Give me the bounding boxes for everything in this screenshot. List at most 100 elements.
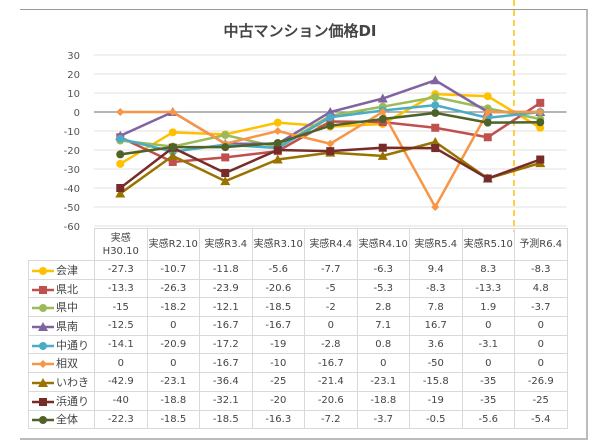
data-point (272, 154, 283, 164)
data-label: -13.3 (94, 278, 148, 299)
data-point (483, 108, 492, 116)
legend-entry: 浜通り (28, 390, 95, 411)
y-tick-label: 0 (74, 108, 80, 119)
data-label: -16.3 (251, 409, 305, 430)
data-label: -0.5 (409, 409, 463, 430)
y-tick-label: -40 (64, 184, 80, 195)
data-label: 3.6 (409, 334, 463, 355)
data-label: -7.2 (304, 409, 358, 430)
table-row: 県中 -15 -18.2 -12.1 -18.5 -2 2.8 7.8 1.9 -3.7 (28, 297, 568, 318)
data-point (116, 108, 125, 116)
data-label: 16.7 (409, 316, 463, 336)
data-label: -22.3 (94, 409, 148, 430)
data-label: -40 (94, 390, 148, 411)
data-point (221, 168, 230, 177)
data-point (378, 108, 387, 116)
data-label: -18.5 (146, 409, 200, 430)
series-name: 中通り (56, 338, 89, 352)
data-label: -10.7 (146, 260, 200, 280)
x-tick-label: 実感 H30.10 (94, 228, 148, 261)
table-row: 全体 -22.3 -18.5 -18.5 -16.3 -7.2 -3.7 -0.5 -5.6 -5… (28, 409, 568, 430)
y-tick-label: -30 (64, 165, 80, 176)
data-point (431, 108, 440, 117)
series-name: 相双 (56, 357, 78, 371)
data-point (220, 176, 231, 186)
x-tick-label: 実感R3.10 (251, 228, 305, 261)
legend-entry: 県中 (28, 297, 95, 318)
y-tick-label: 20 (67, 70, 80, 81)
data-label: -20 (251, 390, 305, 411)
data-point (115, 188, 126, 198)
data-point (273, 118, 282, 127)
data-point (483, 118, 492, 127)
data-label: -11.8 (199, 260, 253, 280)
data-point (431, 203, 440, 211)
legend-marker-icon (32, 341, 54, 350)
data-point (536, 123, 545, 132)
data-point (116, 184, 125, 192)
data-label: -18.8 (356, 390, 410, 411)
y-tick-label: -10 (64, 127, 80, 138)
data-point (536, 155, 545, 164)
legend-entry: いわき (28, 372, 95, 392)
data-point (536, 98, 545, 107)
data-point (326, 139, 335, 148)
data-point (431, 123, 440, 132)
legend-marker-icon (32, 397, 54, 406)
data-point (431, 144, 440, 153)
data-point (116, 134, 125, 143)
data-label: -26.9 (514, 372, 568, 392)
data-label: 9.4 (409, 260, 463, 280)
data-label: 7.1 (356, 316, 410, 336)
series-name: 県南 (56, 319, 78, 333)
data-label: -17.2 (199, 334, 253, 355)
data-point (168, 143, 177, 152)
data-label: -3.7 (514, 297, 568, 318)
data-label: -27.3 (94, 260, 148, 280)
data-point (168, 157, 177, 166)
data-label: -16.7 (199, 316, 253, 336)
x-tick-label: 実感R4.10 (356, 228, 410, 261)
series-name: 全体 (56, 413, 78, 427)
table-row: 中通り -14.1 -20.9 -17.2 -19 -2.8 0.8 3.6 -3.1 0 (28, 334, 568, 355)
data-label: -10 (251, 353, 305, 374)
y-tick-label: -50 (64, 203, 80, 214)
series-name: 会津 (56, 263, 78, 277)
data-label: -2.8 (304, 334, 358, 355)
data-label: -20.6 (304, 390, 358, 411)
data-point (431, 93, 440, 102)
series-name: 浜通り (56, 394, 89, 408)
data-label: -5.6 (251, 260, 305, 280)
data-table: 実感 H30.10 実感R2.10 実感R3.4 実感R3.10 実感R4.4 実感R4.1… (28, 228, 568, 430)
legend-entry: 全体 (28, 409, 95, 430)
data-point (167, 150, 178, 160)
legend-marker-icon (32, 321, 54, 331)
data-label: 0 (356, 353, 410, 374)
data-label: 0 (514, 316, 568, 336)
data-label: 7.8 (409, 297, 463, 318)
x-tick-label: 実感R2.10 (146, 228, 200, 261)
data-label: -23.1 (356, 372, 410, 392)
data-label: 4.8 (514, 278, 568, 299)
data-label: 0 (146, 316, 200, 336)
data-label: -16.7 (199, 353, 253, 374)
data-label: -5.4 (514, 409, 568, 430)
data-point (536, 108, 545, 116)
data-label: 0 (461, 353, 515, 374)
data-label: -8.3 (409, 278, 463, 299)
table-row: 県南 -12.5 0 -16.7 -16.7 0 7.1 16.7 0 0 (28, 316, 568, 336)
legend-marker-icon (32, 377, 54, 387)
data-label: 0 (304, 316, 358, 336)
legend-marker-icon (32, 266, 54, 275)
data-label: -5.6 (461, 409, 515, 430)
legend-marker-icon (32, 416, 54, 425)
data-label: -13.3 (461, 278, 515, 299)
data-point (483, 92, 492, 101)
data-point (378, 115, 387, 124)
data-label: -23.1 (146, 372, 200, 392)
data-label: -3.7 (356, 409, 410, 430)
y-tick-label: -60 (64, 222, 80, 233)
data-point (326, 113, 335, 122)
